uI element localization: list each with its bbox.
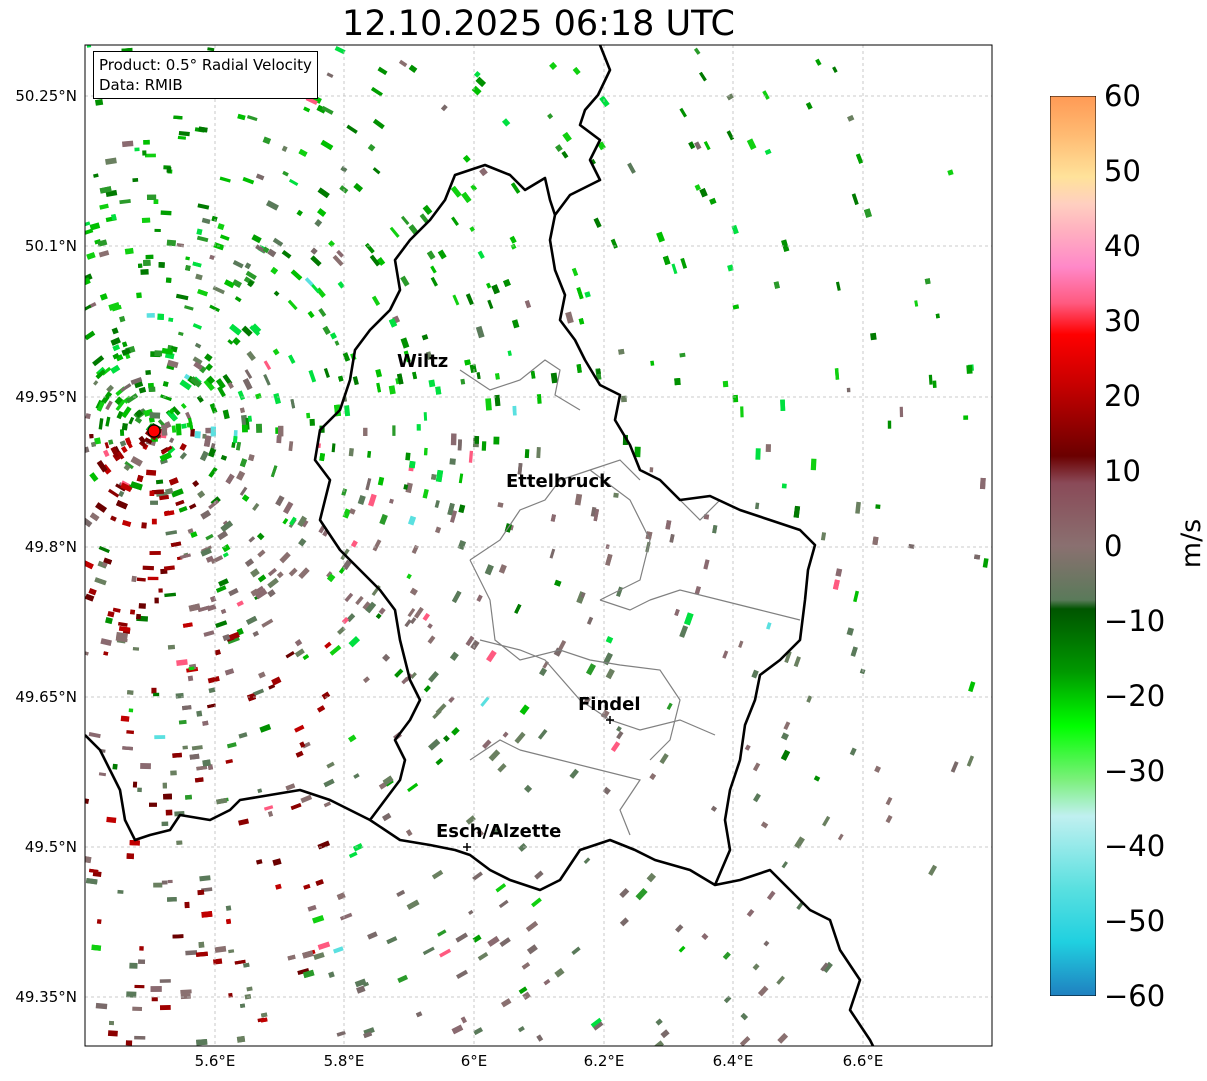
city-label-esch-alzette: Esch/Alzette — [436, 821, 562, 842]
lat-tick-label: 50.1°N — [24, 237, 77, 255]
lon-tick-label: 6.4°E — [712, 1052, 754, 1070]
colorbar-tick-label: 20 — [1104, 379, 1141, 413]
grid-lines — [85, 45, 992, 1046]
map-title: 12.10.2025 06:18 UTC — [342, 4, 735, 44]
velocity-colorbar — [1050, 96, 1096, 996]
radar-echoes — [85, 45, 989, 1046]
canton-boundaries — [459, 359, 801, 836]
colorbar-tick-label: −10 — [1104, 604, 1166, 638]
axes-frame — [84, 44, 993, 1047]
radar-site-marker — [147, 424, 161, 438]
data-source-label: Data: RMIB — [99, 76, 183, 94]
colorbar-tick-label: 60 — [1104, 79, 1141, 113]
colorbar-tick-label: 50 — [1104, 154, 1141, 188]
colorbar-tick-label: −50 — [1104, 904, 1166, 938]
lat-tick-label: 49.5°N — [24, 838, 77, 856]
lon-tick-label: 6.2°E — [583, 1052, 625, 1070]
city-label-wiltz: Wiltz — [397, 351, 449, 372]
colorbar-tick-label: −60 — [1104, 979, 1166, 1013]
product-label: Product: 0.5° Radial Velocity — [99, 56, 312, 74]
esch-marker — [463, 843, 471, 851]
findel-marker — [606, 716, 614, 724]
colorbar-tick-label: 10 — [1104, 454, 1141, 488]
colorbar-tick-label: −20 — [1104, 679, 1166, 713]
lon-tick-label: 5.6°E — [194, 1052, 236, 1070]
lat-tick-label: 49.95°N — [15, 388, 77, 406]
lon-tick-label: 6.6°E — [842, 1052, 884, 1070]
colorbar-tick-label: 40 — [1104, 229, 1141, 263]
colorbar-unit-label: m/s — [1176, 518, 1207, 569]
lon-tick-label: 5.8°E — [323, 1052, 365, 1070]
product-info-box: Product: 0.5° Radial Velocity Data: RMIB — [93, 51, 318, 99]
lat-tick-label: 50.25°N — [15, 87, 77, 105]
colorbar-tick-label: 30 — [1104, 304, 1141, 338]
lat-tick-label: 49.35°N — [15, 988, 77, 1006]
colorbar-tick-label: −30 — [1104, 754, 1166, 788]
lon-tick-label: 6°E — [460, 1052, 488, 1070]
colorbar-tick-label: 0 — [1104, 529, 1123, 563]
lat-tick-label: 49.65°N — [15, 688, 77, 706]
country-borders — [85, 45, 875, 1046]
colorbar-tick-label: −40 — [1104, 829, 1166, 863]
city-label-ettelbruck: Ettelbruck — [506, 471, 612, 492]
lat-tick-label: 49.8°N — [24, 538, 77, 556]
city-label-findel: Findel — [578, 694, 641, 715]
